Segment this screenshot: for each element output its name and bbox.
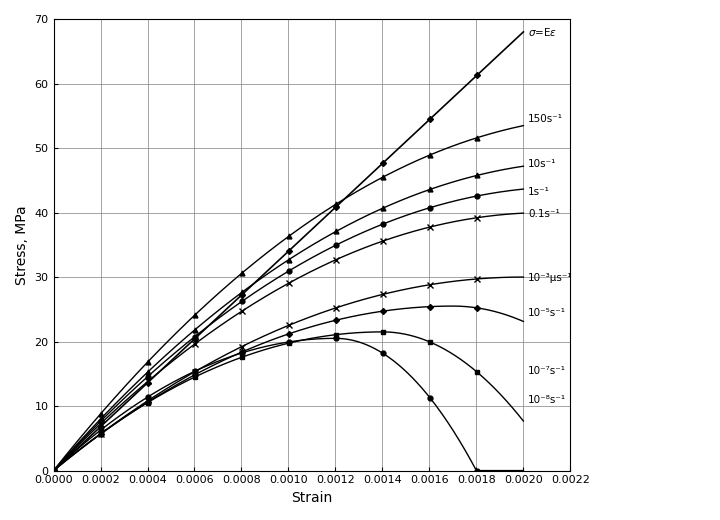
Text: 10⁻⁷s⁻¹: 10⁻⁷s⁻¹ (528, 366, 566, 375)
Text: 1s⁻¹: 1s⁻¹ (528, 187, 550, 197)
Text: 10⁻³µs⁻¹: 10⁻³µs⁻¹ (528, 274, 572, 283)
Y-axis label: Stress, MPa: Stress, MPa (15, 205, 29, 284)
Text: 10s⁻¹: 10s⁻¹ (528, 159, 557, 169)
Text: 150s⁻¹: 150s⁻¹ (528, 114, 563, 124)
Text: 10⁻⁸s⁻¹: 10⁻⁸s⁻¹ (528, 395, 566, 405)
Text: $\sigma$=E$\varepsilon$: $\sigma$=E$\varepsilon$ (528, 26, 557, 38)
X-axis label: Strain: Strain (292, 491, 333, 505)
Text: 0.1s⁻¹: 0.1s⁻¹ (528, 209, 560, 219)
Text: 10⁻⁵s⁻¹: 10⁻⁵s⁻¹ (528, 307, 566, 318)
